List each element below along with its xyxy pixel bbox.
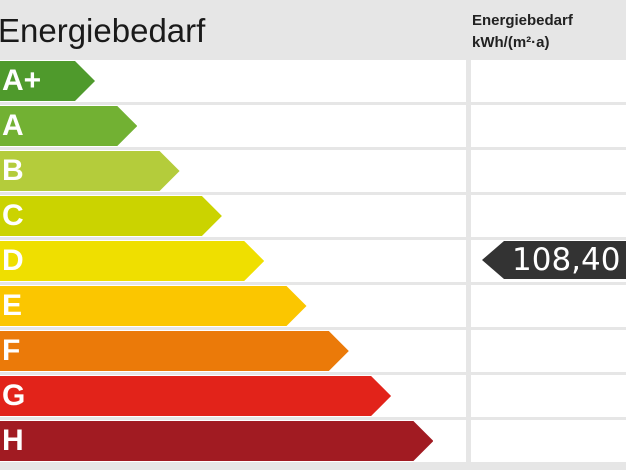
class-arrow: F	[0, 331, 349, 371]
class-label: C	[2, 199, 24, 232]
class-label: H	[2, 424, 24, 457]
class-label: A	[2, 109, 24, 142]
value-cell	[471, 195, 626, 237]
class-arrow: A	[0, 106, 138, 146]
value-indicator: 108,40	[482, 241, 626, 279]
class-arrow: B	[0, 151, 180, 191]
class-label: B	[2, 154, 24, 187]
value-cell	[471, 330, 626, 372]
unit-label: Energiebedarf kWh/(m²·a)	[472, 10, 573, 54]
class-label: A+	[2, 64, 42, 97]
class-arrow: D	[0, 241, 265, 281]
value-cell	[471, 420, 626, 462]
class-label: E	[2, 289, 23, 322]
value-cell	[471, 105, 626, 147]
class-arrow: G	[0, 376, 392, 416]
value-cell	[471, 60, 626, 102]
class-label: G	[2, 379, 26, 412]
unit-label-line2: kWh/(m²·a)	[472, 34, 550, 51]
class-label: D	[2, 244, 24, 277]
class-arrow: A+	[0, 61, 95, 101]
class-label: F	[2, 334, 21, 367]
class-arrow: C	[0, 196, 222, 236]
value-cell	[471, 375, 626, 417]
value-cell	[471, 150, 626, 192]
class-arrow: E	[0, 286, 307, 326]
value-cell	[471, 285, 626, 327]
value-indicator-text: 108,40	[512, 242, 621, 278]
unit-label-line1: Energiebedarf	[472, 12, 573, 29]
page-title: Energiebedarf	[0, 12, 206, 49]
class-arrow: H	[0, 421, 434, 461]
